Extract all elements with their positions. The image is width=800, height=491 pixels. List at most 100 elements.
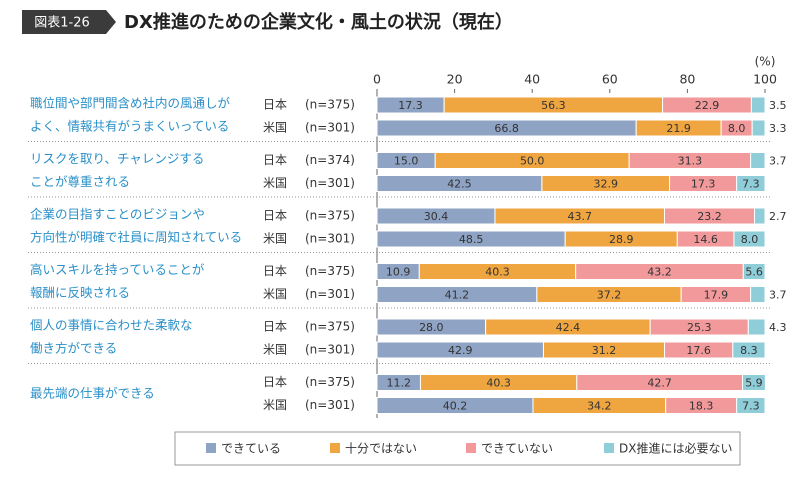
group-label: 個人の事情に合わせた柔軟な [30,318,193,333]
value-label: 17.9 [704,289,729,302]
legend-label: できている [221,442,281,456]
value-label: 3.3 [769,122,787,135]
sample-size: (n=301) [305,343,355,357]
sample-size: (n=301) [305,176,355,190]
legend-label: 十分ではない [345,442,417,456]
value-label: 8.0 [741,233,759,246]
value-label: 14.6 [693,233,718,246]
sample-size: (n=301) [305,398,355,412]
x-tick-label: 60 [602,72,618,87]
unit-label: (%) [755,55,776,69]
value-label: 7.3 [742,400,760,413]
group-label: 最先端の仕事ができる [30,386,155,401]
legend-swatch [330,443,340,453]
value-label: 48.5 [459,233,484,246]
value-label: 21.9 [666,122,691,135]
country-label: 日本 [263,320,287,334]
bar-segment [741,374,766,391]
group-label: ことが尊重される [30,174,130,189]
bar-segment [736,175,766,192]
value-label: 28.9 [609,233,634,246]
sample-size: (n=301) [305,287,355,301]
group-label: 報酬に反映される [30,285,130,300]
value-label: 50.0 [520,155,545,168]
bar-segment [750,152,766,169]
value-label: 42.9 [448,344,473,357]
bar-segment [733,230,766,248]
value-label: 15.0 [394,155,419,168]
value-label: 43.7 [567,210,592,223]
x-tick-label: 0 [373,72,381,87]
value-label: 4.3 [769,321,787,334]
value-label: 34.2 [587,400,612,413]
value-label: 10.9 [386,266,411,279]
country-label: 日本 [263,264,287,278]
value-label: 37.2 [597,289,622,302]
group-label: よく、情報共有がうまくいっている [30,119,229,134]
chart-title: DX推進のための企業文化・風土の状況（現在） [124,11,513,33]
bar-segment [751,119,766,137]
sample-size: (n=301) [305,121,355,135]
value-label: 3.5 [769,99,787,112]
country-label: 米国 [263,287,287,301]
value-label: 18.3 [689,400,714,413]
value-label: 17.6 [686,344,711,357]
legend-label: できていない [481,442,553,456]
value-label: 31.3 [678,155,703,168]
value-label: 11.2 [386,377,411,390]
value-label: 41.2 [445,289,470,302]
value-label: 25.3 [687,321,712,334]
sample-size: (n=375) [305,320,355,334]
value-label: 5.6 [745,266,763,279]
group-label: リスクを取り、チャレンジする [30,151,204,166]
figure-label: 図表1-26 [34,16,90,31]
x-tick-label: 80 [679,72,695,87]
legend-box [174,431,741,466]
group-label: 働き方ができる [30,341,117,356]
group-label: 方向性が明確で社員に周知されている [30,230,242,245]
value-label: 42.4 [556,321,581,334]
country-label: 米国 [263,121,287,135]
value-label: 17.3 [691,178,716,191]
sample-size: (n=375) [305,264,355,278]
country-label: 日本 [263,153,287,167]
value-label: 8.0 [728,122,746,135]
value-label: 2.7 [769,210,787,223]
value-label: 23.2 [697,210,722,223]
country-label: 日本 [263,98,287,112]
bar-segment [732,341,766,359]
legend-swatch [604,443,614,453]
bar-segment [750,96,766,114]
value-label: 28.0 [419,321,444,334]
country-label: 米国 [263,343,287,357]
bar-segment [747,318,766,336]
value-label: 8.3 [740,344,758,357]
country-label: 日本 [263,209,287,223]
value-label: 66.8 [494,122,519,135]
value-label: 17.3 [398,99,423,112]
value-label: 5.9 [745,377,763,390]
value-label: 7.3 [742,178,760,191]
legend-swatch [206,443,216,453]
value-label: 43.2 [647,266,672,279]
bar-segment [750,286,766,303]
sample-size: (n=375) [305,209,355,223]
group-label: 企業の目指すことのビジョンや [30,207,205,222]
value-label: 32.9 [593,178,618,191]
bar-segment [742,263,766,280]
legend-label: DX推進には必要ない [619,442,732,456]
value-label: 42.7 [647,377,672,390]
value-label: 56.3 [541,99,566,112]
sample-size: (n=301) [305,232,355,246]
value-label: 22.9 [695,99,720,112]
country-label: 日本 [263,375,287,389]
figure-badge [22,10,116,34]
sample-size: (n=375) [305,375,355,389]
legend-swatch [466,443,476,453]
value-label: 40.3 [485,266,510,279]
value-label: 30.4 [424,210,449,223]
group-label: 職位間や部門間含め社内の風通しが [30,96,231,111]
value-label: 40.2 [443,400,468,413]
value-label: 3.7 [769,289,787,302]
